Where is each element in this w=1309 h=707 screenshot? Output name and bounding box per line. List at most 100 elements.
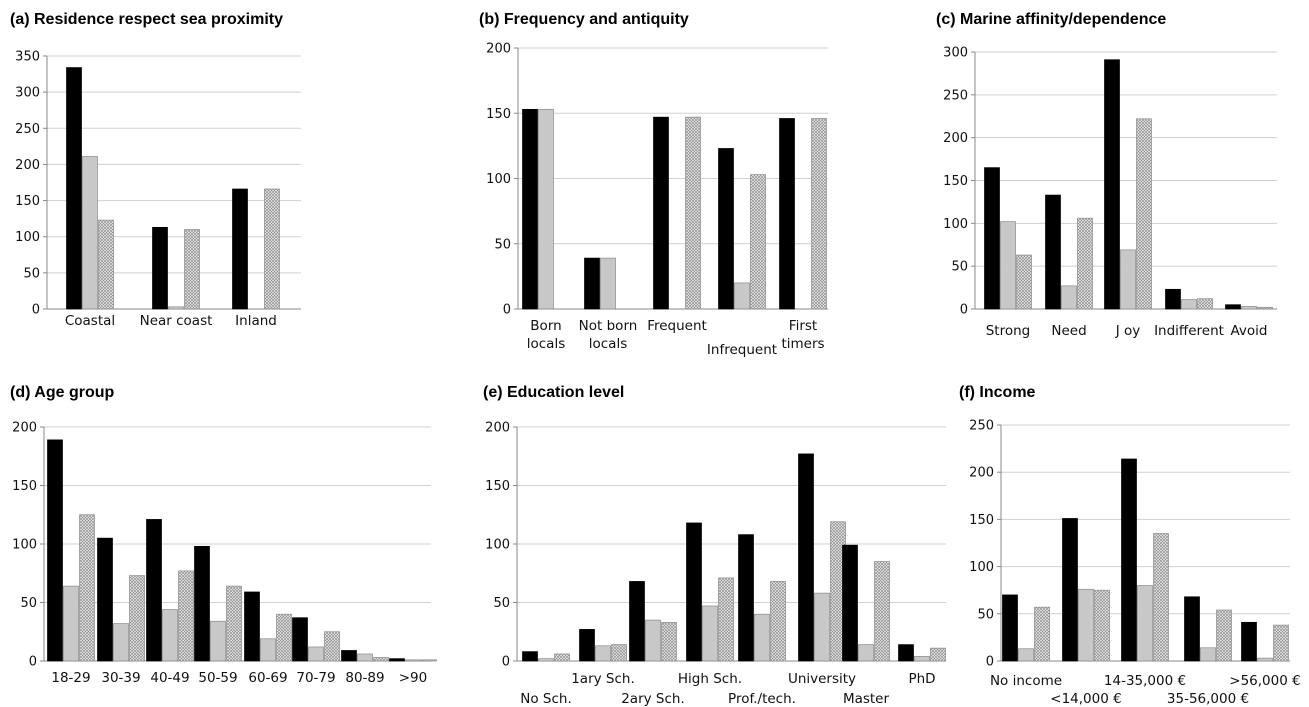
bar-1ary-sch-series-2: [595, 645, 611, 662]
bar-infrequent-series-1: [718, 148, 734, 310]
y-tick-label: 150: [943, 174, 968, 189]
bar-70-79-series-1: [292, 617, 308, 662]
x-tick-label-inland: Inland: [235, 313, 277, 329]
bar-not-born-locals-series-2: [600, 257, 616, 310]
category-group-56-000: >56,000 €: [1229, 621, 1301, 689]
y-tick-label: 200: [12, 421, 37, 436]
bar-90-series-1: [389, 658, 405, 662]
y-tick-label: 0: [503, 303, 511, 318]
bar-master-series-1: [842, 544, 858, 662]
y-tick-label: 100: [943, 217, 968, 232]
chart-panel-c: (c) Marine affinity/dependence 0 50 100 150 2…: [936, 11, 1277, 339]
x-tick-label-30-39: 30-39: [101, 670, 140, 686]
bar-strong-series-2: [1000, 221, 1016, 310]
category-group-born-locals: Born locals: [522, 108, 566, 352]
category-group-18-29: 18-29: [47, 439, 95, 686]
category-group-phd: PhD: [898, 644, 946, 687]
x-tick-label-18-29: 18-29: [51, 670, 90, 686]
bar-coastal-series-2: [82, 156, 98, 310]
bar-80-89-series-3: [373, 657, 389, 662]
bar-high-sch-series-3: [718, 577, 734, 662]
y-tick-label: 0: [32, 303, 40, 318]
x-tick-label-no-sch: No Sch.: [520, 691, 572, 707]
bar-50-59-series-3: [226, 585, 242, 662]
y-tick-label: 0: [986, 655, 994, 670]
category-group-80-89: 80-89: [341, 650, 389, 686]
category-group-high-sch: High Sch.: [678, 522, 742, 687]
y-tick-label: 200: [943, 131, 968, 146]
bar-master-series-2: [858, 644, 874, 662]
y-tick-label: 300: [15, 86, 40, 101]
bar-near-coast-series-1: [152, 226, 168, 310]
x-tick-label-80-89: 80-89: [345, 670, 384, 686]
bar-avoid-series-1: [1225, 304, 1241, 310]
bar-no-income-series-3: [1034, 606, 1050, 662]
bar-university-series-2: [814, 592, 830, 662]
x-tick-label-university: University: [788, 671, 856, 687]
x-tick-label-born-locals: Born locals: [527, 318, 566, 352]
bar-high-sch-series-1: [686, 522, 702, 662]
category-group-no-income: No income: [990, 594, 1062, 689]
bar-no-sch-series-3: [554, 653, 570, 662]
bar-no-sch-series-1: [522, 651, 538, 662]
bar-40-49-series-3: [178, 570, 194, 662]
bar-2ary-sch-series-2: [645, 619, 661, 662]
y-tick-label: 150: [485, 479, 510, 494]
panel-title: (f) Income: [959, 384, 1036, 401]
panel-title: (c) Marine affinity/dependence: [936, 11, 1166, 28]
x-tick-label-master: Master: [843, 691, 890, 707]
x-tick-label-60-69: 60-69: [248, 670, 287, 686]
category-group-no-sch: No Sch.: [520, 651, 572, 707]
category-group-40-49: 40-49: [146, 519, 194, 686]
bar-university-series-1: [798, 453, 814, 662]
y-tick-label: 100: [485, 538, 510, 553]
bar-14-000-series-1: [1062, 518, 1078, 662]
category-group-60-69: 60-69: [244, 591, 292, 686]
bar-not-born-locals-series-1: [584, 257, 600, 310]
bar-2ary-sch-series-3: [661, 622, 677, 662]
bar-avoid-series-3: [1257, 306, 1273, 310]
bar-strong-series-1: [984, 167, 1000, 310]
category-group-1ary-sch: 1ary Sch.: [571, 629, 635, 687]
bar-strong-series-3: [1016, 254, 1032, 310]
bar-40-49-series-2: [162, 609, 178, 662]
category-group-30-39: 30-39: [97, 537, 145, 686]
category-group-35-56-000: 35-56,000 €: [1167, 596, 1249, 707]
y-tick-label: 200: [15, 158, 40, 173]
bar-prof-tech-series-3: [770, 581, 786, 662]
y-tick-label: 100: [12, 538, 37, 553]
category-group-inland: Inland: [232, 188, 280, 329]
x-tick-label-indifferent: Indifferent: [1154, 323, 1224, 339]
category-group-prof-tech: Prof./tech.: [728, 534, 796, 707]
bar-prof-tech-series-2: [754, 613, 770, 662]
bar-30-39-series-3: [129, 575, 145, 662]
chart-panel-f: (f) Income 0 50 100 150 200 250 No income <14,00…: [959, 384, 1301, 707]
x-tick-label-56-000: >56,000 €: [1229, 673, 1300, 689]
y-tick-label: 250: [943, 88, 968, 103]
bar-1ary-sch-series-3: [611, 644, 627, 662]
bar-first-timers-series-3: [811, 118, 827, 310]
bar-14-35-000-series-1: [1121, 458, 1137, 662]
bar-50-59-series-2: [210, 620, 226, 662]
bar-35-56-000-series-3: [1216, 609, 1232, 662]
bar-14-35-000-series-3: [1153, 533, 1169, 662]
panel-title: (a) Residence respect sea proximity: [10, 11, 283, 28]
bar-30-39-series-2: [113, 623, 129, 662]
y-tick-label: 250: [15, 122, 40, 137]
bar-14-000-series-3: [1094, 589, 1110, 662]
y-tick-label: 100: [486, 172, 511, 187]
x-tick-label-first-timers: First timers: [781, 318, 824, 352]
x-tick-label-need: Need: [1051, 323, 1086, 339]
y-axis: 0 50 100 150 200: [12, 421, 431, 670]
bar-inland-series-3: [264, 188, 280, 310]
bar-phd-series-3: [930, 647, 946, 662]
y-tick-label: 50: [951, 260, 968, 275]
category-group-first-timers: First timers: [779, 118, 827, 352]
chart-panel-a: (a) Residence respect sea proximity 0 50 10…: [10, 11, 301, 329]
bar-j-oy-series-2: [1120, 249, 1136, 310]
y-tick-label: 350: [15, 50, 40, 65]
panel-title: (d) Age group: [10, 384, 115, 401]
bar-indifferent-series-3: [1197, 298, 1213, 310]
x-tick-label-70-79: 70-79: [296, 670, 335, 686]
